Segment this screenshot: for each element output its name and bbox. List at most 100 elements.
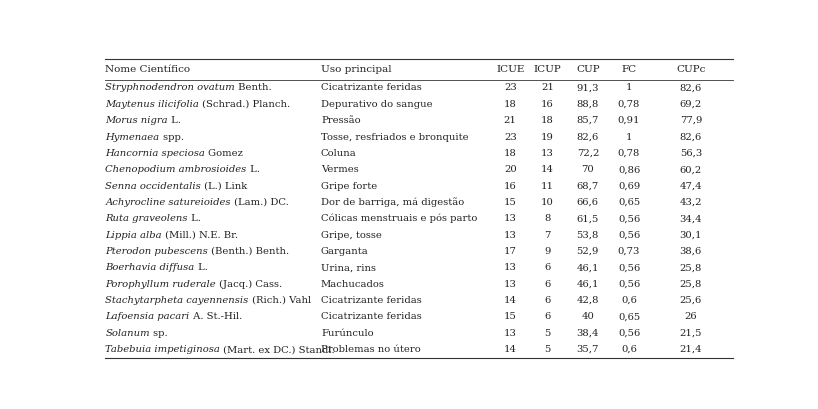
Text: 10: 10: [541, 198, 554, 207]
Text: 5: 5: [544, 345, 551, 354]
Text: 66,6: 66,6: [577, 198, 599, 207]
Text: 1: 1: [626, 133, 632, 142]
Text: Achyrocline satureioides: Achyrocline satureioides: [106, 198, 231, 207]
Text: 13: 13: [541, 149, 554, 158]
Text: Solanum: Solanum: [106, 329, 150, 338]
Text: 6: 6: [544, 296, 551, 305]
Text: Maytenus ilicifolia: Maytenus ilicifolia: [106, 100, 200, 109]
Text: Cicatrizante feridas: Cicatrizante feridas: [321, 83, 422, 92]
Text: Cicatrizante feridas: Cicatrizante feridas: [321, 312, 422, 321]
Text: 40: 40: [582, 312, 595, 321]
Text: 14: 14: [504, 345, 517, 354]
Text: Problemas no útero: Problemas no útero: [321, 345, 420, 354]
Text: Furúnculo: Furúnculo: [321, 329, 374, 338]
Text: 13: 13: [504, 214, 517, 223]
Text: 0,69: 0,69: [618, 182, 640, 191]
Text: Urina, rins: Urina, rins: [321, 263, 376, 272]
Text: ICUE: ICUE: [496, 65, 524, 74]
Text: (L.) Link: (L.) Link: [201, 182, 247, 191]
Text: Ruta graveolens: Ruta graveolens: [106, 214, 188, 223]
Text: 0,6: 0,6: [621, 296, 637, 305]
Text: 0,56: 0,56: [618, 214, 640, 223]
Text: 18: 18: [541, 116, 554, 125]
Text: 0,56: 0,56: [618, 280, 640, 289]
Text: 82,6: 82,6: [680, 83, 702, 92]
Text: 68,7: 68,7: [577, 182, 599, 191]
Text: 77,9: 77,9: [680, 116, 702, 125]
Text: 9: 9: [544, 247, 551, 256]
Text: 13: 13: [504, 329, 517, 338]
Text: 47,4: 47,4: [680, 182, 702, 191]
Text: 30,1: 30,1: [680, 231, 702, 240]
Text: 17: 17: [504, 247, 517, 256]
Text: 56,3: 56,3: [680, 149, 702, 158]
Text: 88,8: 88,8: [577, 100, 599, 109]
Text: 14: 14: [541, 165, 554, 174]
Text: L.: L.: [195, 263, 208, 272]
Text: (Lam.) DC.: (Lam.) DC.: [231, 198, 289, 207]
Text: Hymenaea: Hymenaea: [106, 133, 160, 142]
Text: 6: 6: [544, 312, 551, 321]
Text: 19: 19: [541, 133, 554, 142]
Text: 0,73: 0,73: [618, 247, 640, 256]
Text: 18: 18: [504, 100, 517, 109]
Text: Coluna: Coluna: [321, 149, 357, 158]
Text: Gripe, tosse: Gripe, tosse: [321, 231, 382, 240]
Text: 20: 20: [504, 165, 517, 174]
Text: 16: 16: [541, 100, 554, 109]
Text: 0,78: 0,78: [618, 100, 640, 109]
Text: (Schrad.) Planch.: (Schrad.) Planch.: [200, 100, 290, 109]
Text: 8: 8: [544, 214, 551, 223]
Text: Gomez: Gomez: [205, 149, 243, 158]
Text: 42,8: 42,8: [577, 296, 599, 305]
Text: 25,8: 25,8: [680, 280, 702, 289]
Text: Nome Científico: Nome Científico: [106, 65, 191, 74]
Text: (Mart. ex DC.) Standl.: (Mart. ex DC.) Standl.: [220, 345, 335, 354]
Text: 26: 26: [685, 312, 697, 321]
Text: 1: 1: [626, 83, 632, 92]
Text: 70: 70: [582, 165, 594, 174]
Text: 46,1: 46,1: [577, 280, 599, 289]
Text: A. St.-Hil.: A. St.-Hil.: [190, 312, 242, 321]
Text: CUPc: CUPc: [676, 65, 706, 74]
Text: (Rich.) Vahl: (Rich.) Vahl: [249, 296, 311, 305]
Text: CUP: CUP: [576, 65, 600, 74]
Text: 35,7: 35,7: [577, 345, 599, 354]
Text: 69,2: 69,2: [680, 100, 702, 109]
Text: Uso principal: Uso principal: [321, 65, 392, 74]
Text: 0,78: 0,78: [618, 149, 640, 158]
Text: 23: 23: [504, 133, 517, 142]
Text: 0,56: 0,56: [618, 263, 640, 272]
Text: Benth.: Benth.: [235, 83, 272, 92]
Text: Tabebuia impetiginosa: Tabebuia impetiginosa: [106, 345, 220, 354]
Text: 85,7: 85,7: [577, 116, 599, 125]
Text: (Mill.) N.E. Br.: (Mill.) N.E. Br.: [162, 231, 238, 240]
Text: Cicatrizante feridas: Cicatrizante feridas: [321, 296, 422, 305]
Text: (Jacq.) Cass.: (Jacq.) Cass.: [216, 280, 282, 289]
Text: 60,2: 60,2: [680, 165, 702, 174]
Text: Lafoensia pacari: Lafoensia pacari: [106, 312, 190, 321]
Text: 16: 16: [504, 182, 517, 191]
Text: Machucados: Machucados: [321, 280, 384, 289]
Text: 13: 13: [504, 263, 517, 272]
Text: 6: 6: [544, 263, 551, 272]
Text: 0,6: 0,6: [621, 345, 637, 354]
Text: Chenopodium ambrosioides: Chenopodium ambrosioides: [106, 165, 247, 174]
Text: Porophyllum ruderale: Porophyllum ruderale: [106, 280, 216, 289]
Text: 21: 21: [541, 83, 554, 92]
Text: FC: FC: [622, 65, 636, 74]
Text: 38,4: 38,4: [577, 329, 599, 338]
Text: Pressão: Pressão: [321, 116, 361, 125]
Text: Garganta: Garganta: [321, 247, 369, 256]
Text: Vermes: Vermes: [321, 165, 359, 174]
Text: 25,6: 25,6: [680, 296, 702, 305]
Text: 82,6: 82,6: [680, 133, 702, 142]
Text: 0,86: 0,86: [618, 165, 640, 174]
Text: 72,2: 72,2: [577, 149, 599, 158]
Text: Tosse, resfriados e bronquite: Tosse, resfriados e bronquite: [321, 133, 469, 142]
Text: 21: 21: [504, 116, 517, 125]
Text: 23: 23: [504, 83, 517, 92]
Text: ICUP: ICUP: [533, 65, 561, 74]
Text: 46,1: 46,1: [577, 263, 599, 272]
Text: Hancornia speciosa: Hancornia speciosa: [106, 149, 205, 158]
